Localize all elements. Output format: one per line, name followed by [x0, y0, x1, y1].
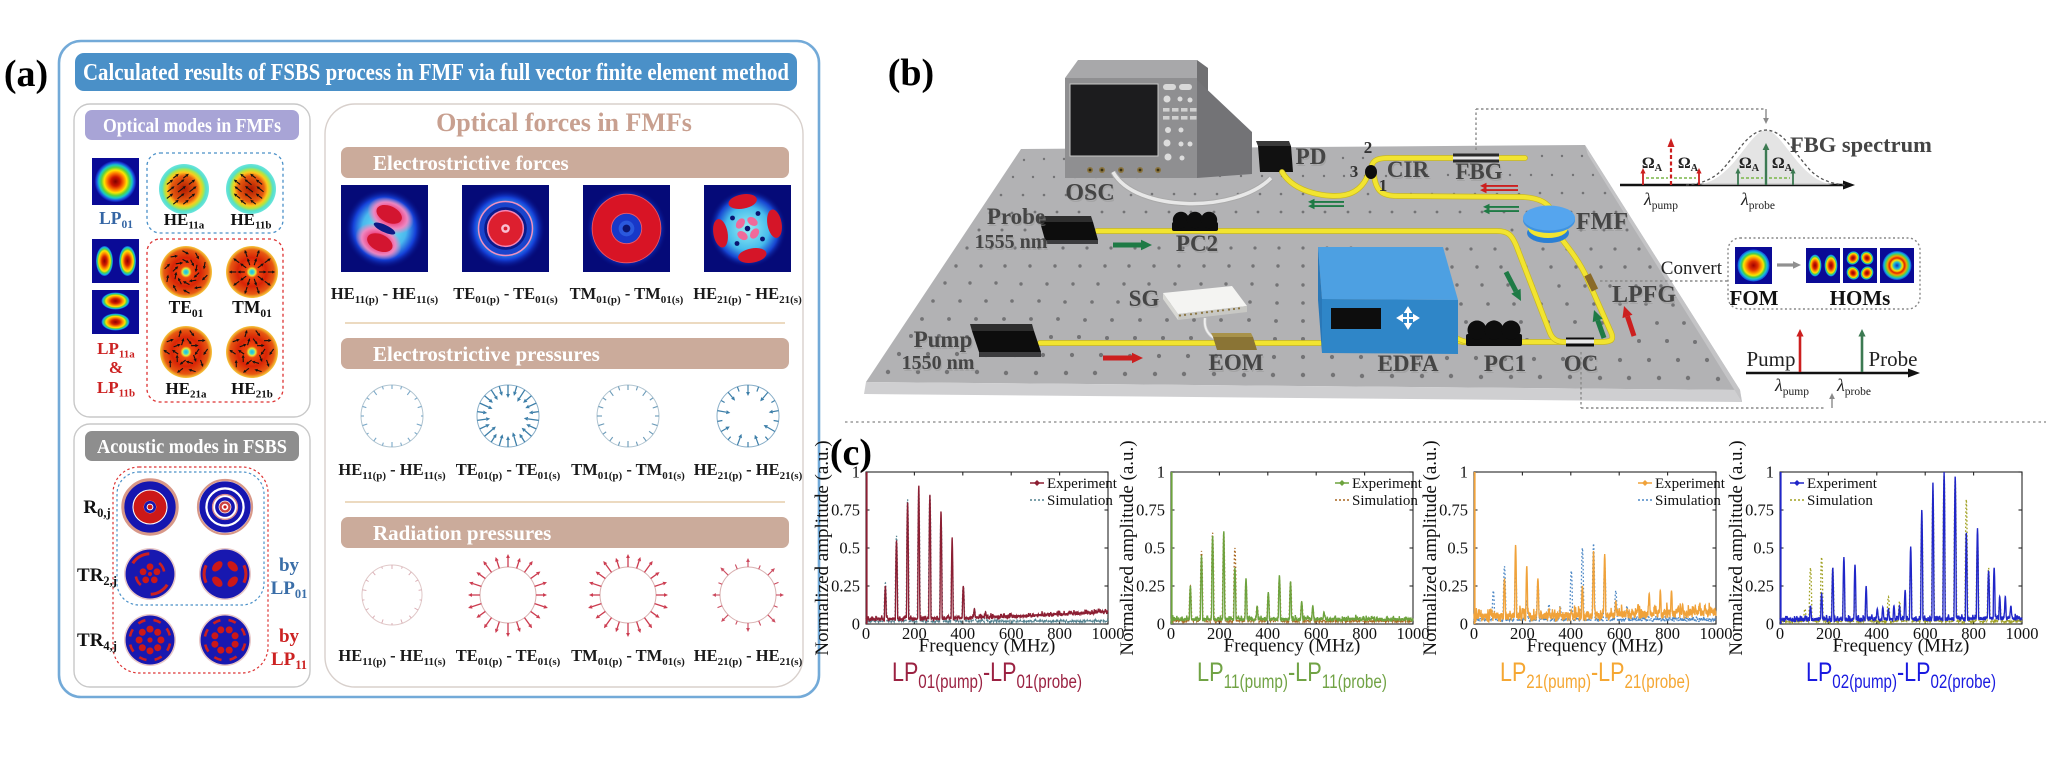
svg-text:Experiment: Experiment: [1655, 476, 1726, 492]
svg-text:0.25: 0.25: [831, 577, 860, 596]
svg-text:by: by: [279, 626, 300, 647]
svg-text:PC1: PC1: [1484, 351, 1526, 376]
svg-text:0: 0: [1470, 624, 1478, 643]
svg-text:EOM: EOM: [1209, 350, 1264, 375]
svg-text:Electrostrictive pressures: Electrostrictive pressures: [373, 342, 600, 366]
svg-text:Convert: Convert: [1661, 258, 1723, 279]
svg-text:0.25: 0.25: [1136, 577, 1165, 596]
svg-text:(a): (a): [4, 53, 48, 95]
svg-text:FBG spectrum: FBG spectrum: [1790, 132, 1932, 157]
svg-text:by: by: [279, 555, 300, 576]
svg-text:OSC: OSC: [1065, 180, 1114, 206]
svg-text:0: 0: [1460, 615, 1468, 634]
svg-text:(b): (b): [888, 52, 934, 94]
svg-text:1555 nm: 1555 nm: [975, 231, 1048, 253]
svg-text:1: 1: [1766, 463, 1774, 482]
svg-text:Frequency (MHz): Frequency (MHz): [1527, 636, 1664, 657]
svg-text:&: &: [109, 358, 123, 377]
svg-text:FMF: FMF: [1576, 209, 1628, 235]
svg-text:LPFG: LPFG: [1612, 282, 1676, 308]
svg-text:Optical modes in FMFs: Optical modes in FMFs: [103, 115, 281, 137]
svg-text:Frequency (MHz): Frequency (MHz): [1833, 636, 1970, 657]
svg-text:Probe: Probe: [987, 204, 1045, 229]
svg-text:1: 1: [1157, 463, 1165, 482]
svg-text:PD: PD: [1296, 144, 1327, 169]
svg-text:Calculated results of FSBS pro: Calculated results of FSBS process in FM…: [83, 60, 790, 86]
svg-text:Normalized amplitude (a.u.): Normalized amplitude (a.u.): [1726, 440, 1747, 655]
svg-text:0.75: 0.75: [1439, 501, 1468, 520]
svg-text:Acoustic modes in FSBS: Acoustic modes in FSBS: [97, 436, 287, 458]
svg-text:3: 3: [1350, 162, 1359, 181]
svg-text:0: 0: [862, 624, 870, 643]
svg-text:Simulation: Simulation: [1807, 493, 1873, 509]
svg-text:Optical forces in FMFs: Optical forces in FMFs: [436, 108, 692, 137]
svg-text:0.75: 0.75: [1136, 501, 1165, 520]
svg-text:Pump: Pump: [914, 327, 973, 352]
svg-text:2: 2: [1364, 138, 1373, 157]
svg-text:SG: SG: [1129, 286, 1160, 311]
svg-text:Frequency (MHz): Frequency (MHz): [1224, 636, 1361, 657]
svg-text:Experiment: Experiment: [1807, 476, 1878, 492]
svg-text:0.5: 0.5: [1447, 539, 1468, 558]
svg-text:Experiment: Experiment: [1047, 476, 1118, 492]
svg-text:EDFA: EDFA: [1378, 351, 1439, 376]
svg-text:FBG: FBG: [1455, 159, 1502, 184]
svg-text:0.75: 0.75: [1745, 501, 1774, 520]
svg-text:0.25: 0.25: [1745, 577, 1774, 596]
svg-text:Simulation: Simulation: [1655, 493, 1721, 509]
svg-text:1: 1: [852, 463, 860, 482]
svg-text:Pump: Pump: [1746, 347, 1795, 371]
svg-text:CIR: CIR: [1387, 157, 1430, 182]
svg-text:PC2: PC2: [1176, 231, 1218, 256]
svg-text:Probe: Probe: [1869, 347, 1918, 371]
svg-text:1550 nm: 1550 nm: [902, 352, 975, 374]
svg-text:0.5: 0.5: [1144, 539, 1165, 558]
svg-text:1: 1: [1460, 463, 1468, 482]
svg-text:Frequency (MHz): Frequency (MHz): [919, 636, 1056, 657]
svg-text:Normalized amplitude (a.u.): Normalized amplitude (a.u.): [812, 440, 833, 655]
svg-text:0.25: 0.25: [1439, 577, 1468, 596]
svg-text:Experiment: Experiment: [1352, 476, 1423, 492]
svg-text:0: 0: [1766, 615, 1774, 634]
svg-text:Electrostrictive forces: Electrostrictive forces: [373, 151, 569, 175]
svg-text:0: 0: [1776, 624, 1784, 643]
svg-text:0: 0: [1157, 615, 1165, 634]
svg-text:Normalized amplitude (a.u.): Normalized amplitude (a.u.): [1420, 440, 1441, 655]
svg-text:0: 0: [852, 615, 860, 634]
svg-text:0.5: 0.5: [839, 539, 860, 558]
svg-text:1000: 1000: [2006, 624, 2039, 643]
svg-text:FOM: FOM: [1730, 286, 1779, 310]
svg-text:0.75: 0.75: [831, 501, 860, 520]
svg-text:0.5: 0.5: [1753, 539, 1774, 558]
svg-text:Simulation: Simulation: [1047, 493, 1113, 509]
svg-text:0: 0: [1167, 624, 1175, 643]
svg-text:Simulation: Simulation: [1352, 493, 1418, 509]
svg-text:Normalized amplitude (a.u.): Normalized amplitude (a.u.): [1117, 440, 1138, 655]
svg-text:Radiation pressures: Radiation pressures: [373, 521, 551, 545]
svg-text:HOMs: HOMs: [1830, 286, 1891, 310]
